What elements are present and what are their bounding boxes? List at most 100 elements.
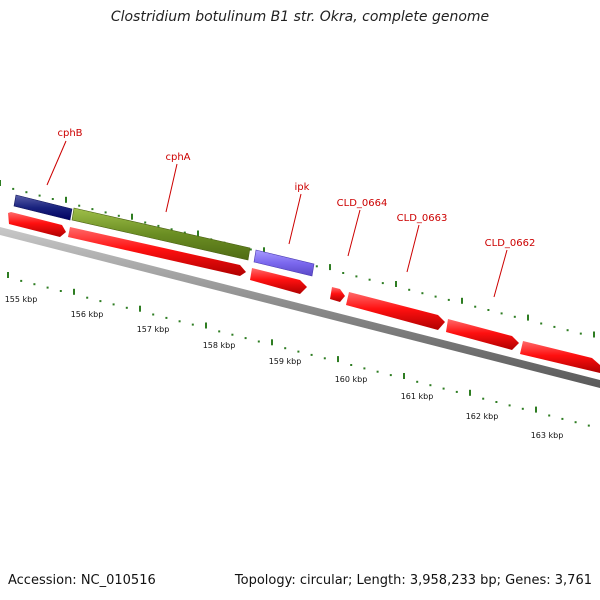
major-tick [205, 322, 207, 329]
gene-arrow[interactable] [250, 268, 307, 294]
scale-label: 160 kbp [335, 375, 368, 384]
gene-arrow[interactable] [330, 287, 345, 302]
minor-tick [363, 367, 366, 370]
minor-tick [574, 421, 577, 424]
major-tick [395, 281, 397, 287]
minor-tick [521, 407, 524, 410]
major-tick [263, 247, 265, 254]
minor-tick [442, 387, 445, 390]
genome-backbone [0, 227, 600, 388]
gene-label-leader [288, 193, 302, 245]
minor-tick [33, 283, 36, 286]
gene-label-leader [165, 163, 178, 213]
minor-tick [310, 353, 313, 356]
scale-label: 156 kbp [71, 310, 104, 319]
major-tick [73, 288, 75, 295]
major-tick [271, 339, 273, 346]
major-tick [0, 180, 1, 186]
scale-label: 161 kbp [401, 392, 434, 401]
gene-label-leader [406, 224, 420, 273]
gene-label-cphA: cphA [165, 152, 190, 163]
major-tick [131, 213, 133, 220]
major-tick [329, 264, 331, 271]
inner-tick-track [7, 272, 590, 427]
minor-tick [178, 320, 181, 323]
minor-tick [86, 296, 89, 299]
minor-tick [91, 208, 94, 211]
minor-tick [117, 214, 120, 217]
minor-tick [315, 265, 318, 268]
minor-tick [561, 417, 564, 420]
minor-tick [51, 198, 54, 200]
minor-tick [355, 275, 358, 278]
minor-tick [165, 316, 168, 319]
major-tick [469, 389, 471, 396]
minor-tick [38, 194, 41, 197]
minor-tick [566, 329, 569, 332]
minor-tick [416, 380, 419, 383]
minor-tick [231, 333, 234, 336]
scale-label: 158 kbp [203, 341, 236, 350]
gene-label-leader [46, 140, 67, 186]
minor-tick [46, 286, 49, 289]
minor-tick [99, 300, 102, 303]
minor-tick [350, 364, 353, 366]
minor-tick [389, 374, 392, 377]
major-tick [337, 356, 339, 363]
minor-tick [12, 187, 15, 190]
minor-tick [170, 228, 173, 231]
gene-arrow[interactable] [8, 212, 66, 237]
minor-tick [112, 303, 115, 306]
gene-arrow[interactable] [346, 292, 445, 330]
minor-tick [474, 305, 477, 308]
gene-label-CLD_0662: CLD_0662 [485, 238, 536, 249]
minor-tick [297, 350, 300, 353]
minor-tick [257, 340, 260, 343]
major-tick [139, 305, 141, 312]
gene-arrow[interactable] [68, 227, 246, 276]
minor-tick [249, 248, 252, 251]
minor-tick [579, 332, 582, 335]
gene-arrow[interactable] [446, 319, 519, 350]
scale-label: 159 kbp [269, 357, 302, 366]
minor-tick [421, 292, 424, 295]
minor-tick [434, 295, 437, 298]
gene-label-CLD_0663: CLD_0663 [397, 213, 448, 224]
minor-tick [368, 278, 371, 281]
minor-tick [20, 279, 23, 282]
minor-tick [482, 397, 485, 400]
major-tick [593, 331, 595, 338]
gene-label-leader [347, 209, 361, 257]
minor-tick [218, 330, 221, 333]
scale-label: 155 kbp [5, 295, 38, 304]
minor-tick [553, 325, 556, 328]
minor-tick [59, 290, 62, 292]
gene-label-leader [493, 249, 508, 298]
minor-tick [508, 404, 511, 407]
minor-tick [342, 272, 345, 274]
topology-label: Topology: circular; Length: 3,958,233 bp… [234, 573, 592, 588]
major-tick [7, 272, 9, 278]
gene-bar-cphA[interactable] [71, 207, 251, 261]
minor-tick [500, 312, 503, 315]
gene-label-CLD_0664: CLD_0664 [337, 198, 388, 209]
minor-tick [323, 357, 326, 360]
accession-label: Accession: NC_010516 [8, 573, 156, 588]
minor-tick [191, 323, 194, 326]
gene-arrow[interactable] [520, 341, 600, 373]
minor-tick [540, 322, 543, 325]
minor-tick [25, 191, 28, 194]
gene-bar-cphB[interactable] [13, 194, 73, 221]
minor-tick [125, 306, 128, 309]
scale-label: 162 kbp [466, 412, 499, 421]
minor-tick [513, 315, 516, 318]
minor-tick [447, 298, 450, 301]
minor-tick [381, 282, 384, 285]
minor-tick [284, 347, 287, 350]
gene-bar-ipk[interactable] [253, 249, 315, 277]
minor-tick [548, 414, 551, 417]
major-tick [535, 406, 537, 413]
major-tick [527, 314, 529, 321]
minor-tick [144, 221, 147, 224]
